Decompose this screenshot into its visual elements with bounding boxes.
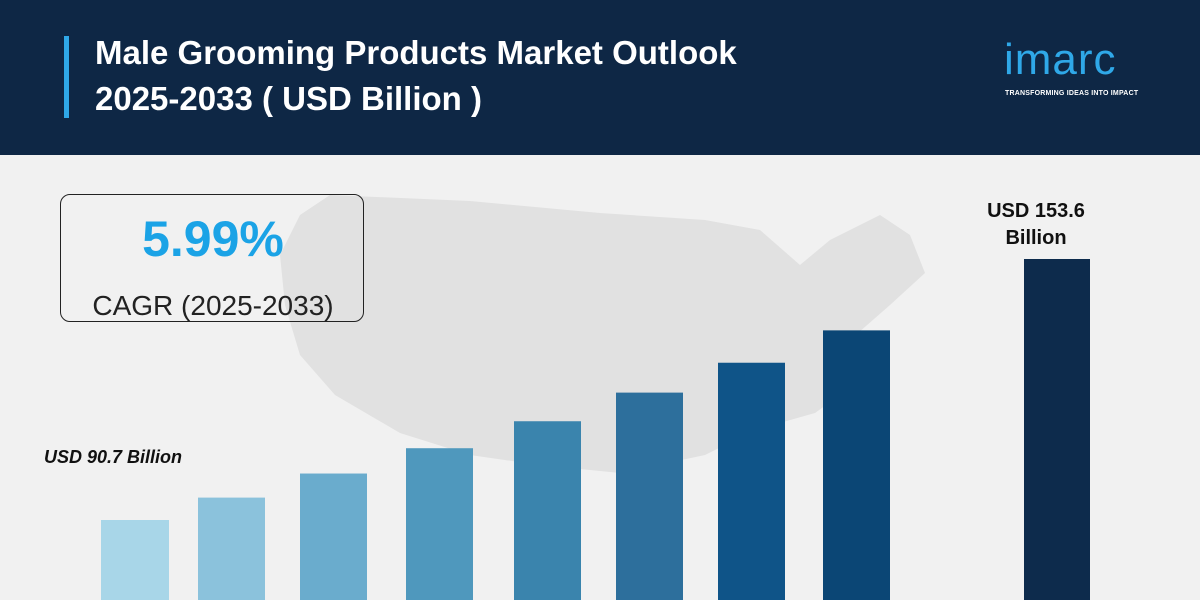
logo-tagline: TRANSFORMING IDEAS INTO IMPACT (1005, 90, 1139, 97)
cagr-box: 5.99% CAGR (2025-2033) (60, 194, 364, 322)
data-label-first: USD 90.7 Billion (44, 447, 183, 467)
logo-wordmark: imarc (1004, 35, 1117, 84)
cagr-value: 5.99% (142, 211, 284, 267)
bar-2028 (406, 448, 473, 600)
imarc-logo: imarc TRANSFORMING IDEAS INTO IMPACT (1004, 38, 1160, 104)
bar-2032 (823, 330, 890, 600)
bar-2031 (718, 362, 785, 600)
bar-2029 (514, 421, 581, 600)
bar-2025 (101, 520, 169, 600)
bar-2030 (616, 392, 683, 600)
bar-2026 (198, 497, 265, 600)
page-title: Male Grooming Products Market Outlook 20… (95, 30, 737, 122)
title-line-1: Male Grooming Products Market Outlook (95, 34, 737, 71)
cagr-label: CAGR (2025-2033) (92, 290, 334, 321)
data-label-last-line-2: Billion (1005, 227, 1067, 249)
bar-2027 (300, 473, 367, 600)
title-accent-bar (64, 36, 69, 118)
data-label-last: USD 153.6 Billion (960, 198, 1112, 252)
bar-chart (101, 195, 1090, 600)
data-label-last-line-1: USD 153.6 (987, 200, 1085, 222)
bar-2033 (1024, 259, 1090, 600)
bar-series (101, 259, 1090, 600)
header-banner (0, 0, 1200, 155)
title-line-2: 2025-2033 ( USD Billion ) (95, 80, 482, 117)
